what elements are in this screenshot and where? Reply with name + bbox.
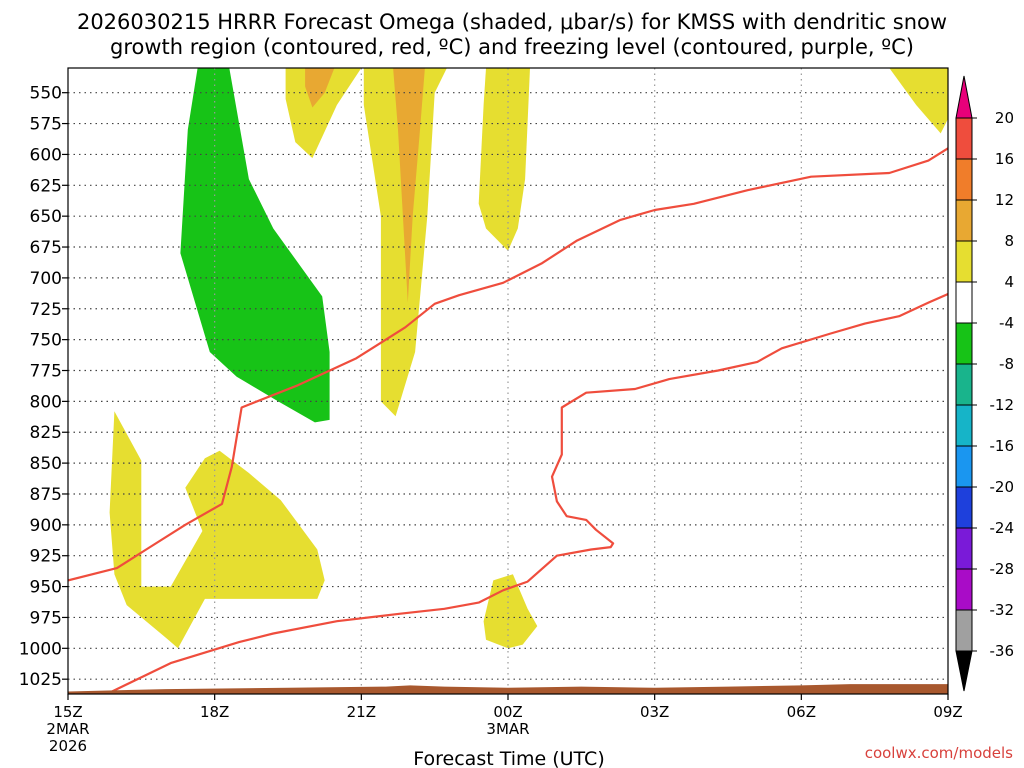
- colorbar-label-1: 16: [995, 150, 1014, 168]
- colorbar-label-11: -28: [990, 560, 1015, 578]
- green-region-upper: [180, 68, 330, 423]
- x-tick-date-15Z: 2MAR: [46, 720, 89, 738]
- colorbar-cell-5: [955, 281, 973, 324]
- y-axis: 550 575 600 625 650 675 700 725 750 775 800 825 850 8…: [19, 84, 68, 690]
- y-tick-label-800: 800: [30, 392, 62, 412]
- colorbar-label-12: -32: [990, 601, 1015, 619]
- colorbar-cell-2: [955, 158, 973, 201]
- yellow-region-top-right: [889, 68, 948, 134]
- y-tick-label-625: 625: [30, 176, 62, 196]
- colorbar-cell-11: [955, 527, 973, 570]
- y-tick-label-675: 675: [30, 238, 62, 258]
- plot-area: [67, 67, 949, 695]
- colorbar-label-9: -20: [990, 478, 1015, 496]
- colorbar-label-8: -16: [990, 437, 1015, 455]
- y-tick-label-1000: 1000: [19, 639, 62, 659]
- colorbar-label-5: -4: [999, 314, 1014, 332]
- colorbar-label-0: 20: [995, 109, 1014, 127]
- x-tick-label-06Z: 06Z: [787, 703, 816, 721]
- colorbar-cell-13: [955, 609, 973, 652]
- yellow-region-low-left: [109, 411, 325, 649]
- y-tick-label-775: 775: [30, 362, 62, 382]
- x-tick-label-09Z: 09Z: [933, 703, 962, 721]
- colorbar-cell-top: [955, 75, 973, 119]
- colorbar-cell-10: [955, 486, 973, 529]
- chart-title-line2: growth region (contoured, red, ºC) and f…: [110, 35, 914, 59]
- y-tick-label-950: 950: [30, 578, 62, 598]
- y-tick-label-575: 575: [30, 115, 62, 135]
- y-tick-label-750: 750: [30, 331, 62, 351]
- x-tick-label-15Z: 15Z: [53, 703, 82, 721]
- colorbar-label-6: -8: [999, 355, 1014, 373]
- colorbar-cell-4: [955, 240, 973, 283]
- colorbar-label-10: -24: [990, 519, 1015, 537]
- yellow-region-top-a: [285, 68, 362, 159]
- y-tick-label-975: 975: [30, 608, 62, 628]
- colorbar-cell-bottom: [955, 650, 973, 692]
- x-tick-label-03Z: 03Z: [640, 703, 669, 721]
- dgz-contour-minus18: [111, 292, 948, 693]
- colorbar-cell-3: [955, 199, 973, 242]
- x-tick-year-15Z: 2026: [49, 737, 87, 755]
- x-tick-label-00Z: 00Z: [493, 703, 522, 721]
- colorbar-label-4: 4: [1004, 273, 1014, 291]
- colorbar: 20 16 12 8 4 -4 -8 -12 -16 -20 -24 -28 -32 -36: [955, 75, 1015, 692]
- terrain-fill: [68, 684, 948, 694]
- yellow-region-top-c: [478, 68, 530, 251]
- y-tick-label-600: 600: [30, 145, 62, 165]
- colorbar-cell-8: [955, 404, 973, 447]
- colorbar-cell-1: [955, 117, 973, 160]
- colorbar-label-2: 12: [995, 191, 1014, 209]
- colorbar-label-7: -12: [990, 396, 1015, 414]
- orange-region-top-a: [305, 68, 335, 108]
- x-tick-label-18Z: 18Z: [200, 703, 229, 721]
- colorbar-cell-7: [955, 363, 973, 406]
- y-tick-label-875: 875: [30, 485, 62, 505]
- y-tick-label-700: 700: [30, 269, 62, 289]
- x-tick-date-00Z: 3MAR: [486, 720, 529, 738]
- y-tick-label-925: 925: [30, 547, 62, 567]
- credit-text: coolwx.com/models: [865, 744, 1013, 762]
- chart-title-line1: 2026030215 HRRR Forecast Omega (shaded, …: [77, 10, 947, 34]
- y-tick-label-725: 725: [30, 300, 62, 320]
- x-axis-label: Forecast Time (UTC): [413, 748, 604, 768]
- dgz-contour-minus12: [68, 147, 948, 582]
- y-tick-label-900: 900: [30, 516, 62, 536]
- x-tick-label-21Z: 21Z: [347, 703, 376, 721]
- colorbar-cell-9: [955, 445, 973, 488]
- colorbar-cell-6: [955, 322, 973, 365]
- colorbar-cell-12: [955, 568, 973, 611]
- colorbar-label-13: -36: [990, 642, 1015, 660]
- y-tick-label-850: 850: [30, 454, 62, 474]
- y-tick-label-825: 825: [30, 423, 62, 443]
- y-tick-label-650: 650: [30, 207, 62, 227]
- colorbar-label-3: 8: [1004, 232, 1014, 250]
- y-tick-label-1025: 1025: [19, 670, 62, 690]
- y-tick-label-550: 550: [30, 84, 62, 104]
